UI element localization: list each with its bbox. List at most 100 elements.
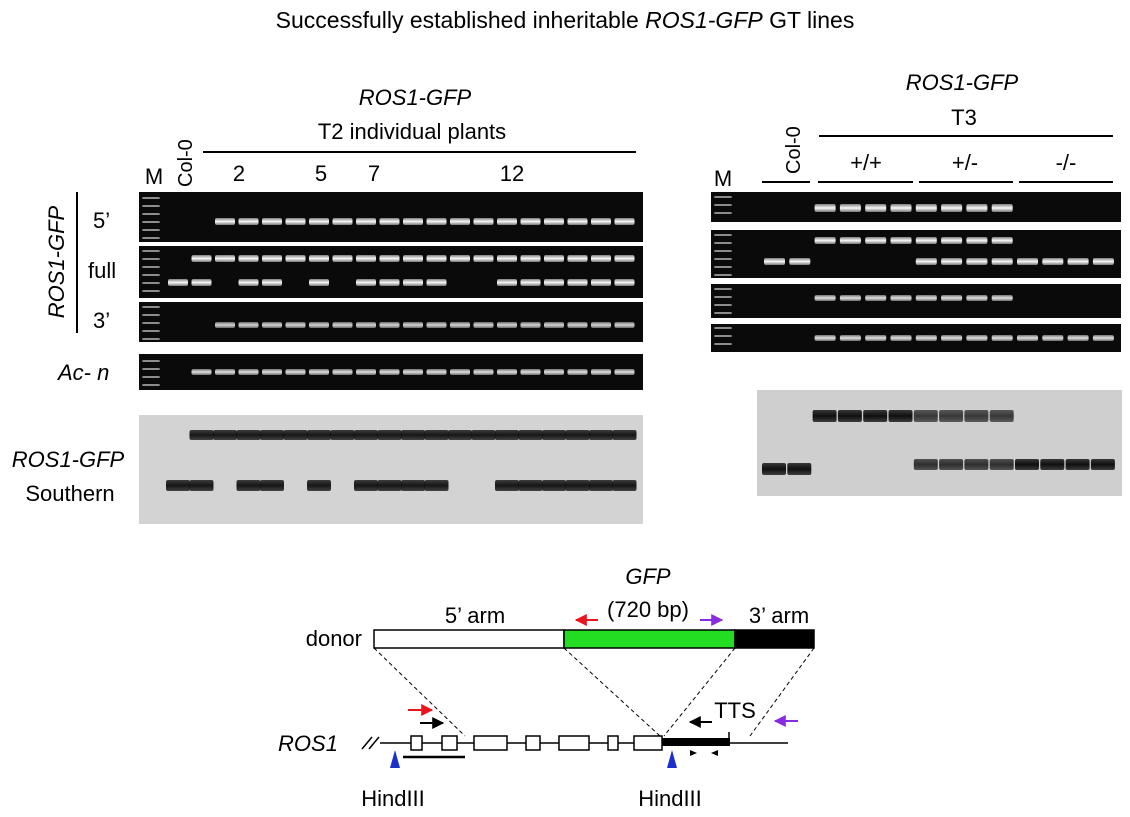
gel-band: [839, 237, 861, 244]
gel-band: [789, 258, 811, 265]
t2-gel-5prime: [139, 192, 643, 242]
ladder-band: [142, 274, 160, 276]
gel-band: [966, 204, 988, 212]
gel-band: [1042, 258, 1064, 265]
gel-band: [520, 369, 541, 375]
gel-band: [941, 335, 963, 341]
gel-band: [403, 369, 423, 375]
gel-band: [379, 255, 400, 262]
southern-band: [542, 430, 566, 440]
donor-3prime-arm: [734, 629, 815, 649]
gel-band: [1067, 258, 1089, 265]
gel-band: [966, 335, 988, 341]
southern-band: [787, 463, 812, 475]
t3-control-label: Col-0: [783, 126, 805, 174]
t2-control-label: Col-0: [175, 139, 197, 187]
figure-title: Successfully established inheritable ROS…: [276, 7, 855, 33]
gel-band: [544, 255, 564, 262]
ladder-band: [142, 368, 160, 370]
gel-band: [379, 279, 400, 286]
southern-band: [1090, 459, 1115, 470]
t2-southern-bands: [166, 430, 637, 491]
gel-band: [497, 322, 517, 328]
gel-band: [614, 255, 635, 262]
gel-band: [356, 279, 376, 286]
gel-band: [473, 218, 494, 225]
gel-band: [865, 204, 887, 212]
t2-plant-number: 7: [368, 161, 380, 186]
ladder-band: [142, 376, 160, 378]
gel-band: [215, 218, 235, 225]
gel-band: [379, 218, 400, 225]
gel-band: [814, 204, 836, 212]
southern-band: [377, 430, 402, 440]
t2-panel: ROS1-GFP T2 individual plants M Col-0 2 …: [12, 85, 643, 524]
break-mark: [368, 736, 380, 750]
southern-band: [812, 410, 837, 422]
gel-band: [238, 255, 259, 262]
ros1-3prime-region: [662, 738, 730, 746]
southern-band: [964, 410, 989, 422]
ladder-band: [142, 290, 160, 292]
t3-generation-label: T3: [951, 105, 977, 130]
gel-band: [426, 279, 447, 286]
hindiii-site-marker: [667, 750, 677, 768]
gel-band: [1092, 335, 1114, 341]
ladder-band: [714, 204, 732, 206]
southern-band: [989, 459, 1014, 470]
southern-band: [1065, 459, 1090, 470]
gel-band: [865, 335, 887, 341]
gel-band: [356, 369, 376, 375]
gel-band: [426, 255, 447, 262]
t3-southern-bands: [762, 410, 1115, 475]
gel-band: [890, 335, 912, 341]
gel-band: [309, 369, 329, 375]
southern-band: [495, 480, 519, 491]
gel-band: [814, 295, 836, 301]
ladder-band: [714, 304, 732, 306]
southern-band: [612, 430, 637, 440]
gel-band: [567, 255, 588, 262]
southern-band: [939, 459, 964, 470]
gel-band: [865, 295, 887, 301]
southern-band: [542, 480, 566, 491]
gel-band: [238, 322, 259, 328]
gel-band: [814, 335, 836, 341]
gel-band: [285, 255, 306, 262]
gel-band: [839, 335, 861, 341]
ladder-band: [714, 250, 732, 252]
southern-band: [260, 430, 284, 440]
qpcr-primer-forward: [690, 750, 697, 756]
break-mark: [361, 736, 373, 750]
gel-band: [865, 237, 887, 244]
southern-band: [863, 410, 888, 422]
gel-band: [991, 258, 1013, 265]
gel-band: [520, 255, 541, 262]
gel-band: [450, 369, 470, 375]
gel-band: [941, 204, 963, 212]
southern-band: [330, 430, 355, 440]
gel-band: [520, 218, 541, 225]
gel-band: [890, 237, 912, 244]
gel-band: [520, 279, 541, 286]
southern-band: [589, 430, 613, 440]
arm5-label: 5’ arm: [445, 603, 505, 628]
southern-band: [283, 430, 308, 440]
southern-band: [307, 430, 331, 440]
gel-band: [1017, 258, 1038, 265]
ladder-band: [142, 282, 160, 284]
gel-band: [1067, 335, 1089, 341]
homology-line: [663, 647, 736, 737]
southern-band: [213, 430, 237, 440]
donor-label: donor: [306, 626, 362, 651]
gel-band: [941, 295, 963, 301]
gel-band: [379, 322, 400, 328]
southern-band: [888, 410, 913, 422]
southern-band: [401, 430, 425, 440]
gel-band: [966, 258, 988, 265]
gel-band: [614, 218, 635, 225]
gfp-size-label: (720 bp): [607, 597, 689, 622]
gel-band: [591, 369, 611, 375]
gel-band: [591, 322, 611, 328]
